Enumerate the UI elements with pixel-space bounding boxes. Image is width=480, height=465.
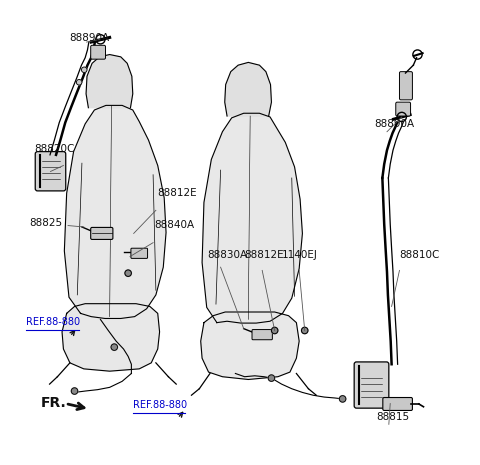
Polygon shape xyxy=(64,106,166,319)
FancyBboxPatch shape xyxy=(252,330,272,340)
Text: REF.88-880: REF.88-880 xyxy=(26,317,81,327)
Polygon shape xyxy=(201,312,299,379)
Polygon shape xyxy=(86,54,133,108)
Text: 1140EJ: 1140EJ xyxy=(282,250,317,260)
Text: 88840A: 88840A xyxy=(155,220,194,230)
Circle shape xyxy=(72,388,78,394)
Polygon shape xyxy=(225,62,271,116)
FancyBboxPatch shape xyxy=(91,227,113,239)
Text: 88815: 88815 xyxy=(376,412,409,422)
Text: 88890A: 88890A xyxy=(69,33,109,43)
Text: 88812E: 88812E xyxy=(157,188,196,198)
Circle shape xyxy=(339,396,346,402)
Text: 88830A: 88830A xyxy=(208,250,248,260)
Text: 88890A: 88890A xyxy=(374,119,414,128)
FancyBboxPatch shape xyxy=(131,248,147,259)
Polygon shape xyxy=(202,113,302,323)
Text: 88825: 88825 xyxy=(30,218,63,228)
Text: 88820C: 88820C xyxy=(34,144,75,154)
Circle shape xyxy=(268,375,275,381)
Text: 88810C: 88810C xyxy=(399,250,440,260)
FancyBboxPatch shape xyxy=(35,152,66,191)
FancyBboxPatch shape xyxy=(91,45,106,59)
FancyBboxPatch shape xyxy=(383,398,412,411)
Circle shape xyxy=(111,344,118,350)
Circle shape xyxy=(125,270,132,276)
Circle shape xyxy=(76,80,82,85)
Polygon shape xyxy=(62,304,159,371)
FancyBboxPatch shape xyxy=(396,102,410,116)
Text: FR.: FR. xyxy=(41,397,67,411)
Circle shape xyxy=(82,67,87,73)
Circle shape xyxy=(301,327,308,334)
Text: REF.88-880: REF.88-880 xyxy=(133,400,187,411)
FancyBboxPatch shape xyxy=(354,362,389,408)
FancyBboxPatch shape xyxy=(399,72,412,100)
Text: 88812E: 88812E xyxy=(245,250,284,260)
Circle shape xyxy=(271,327,278,334)
